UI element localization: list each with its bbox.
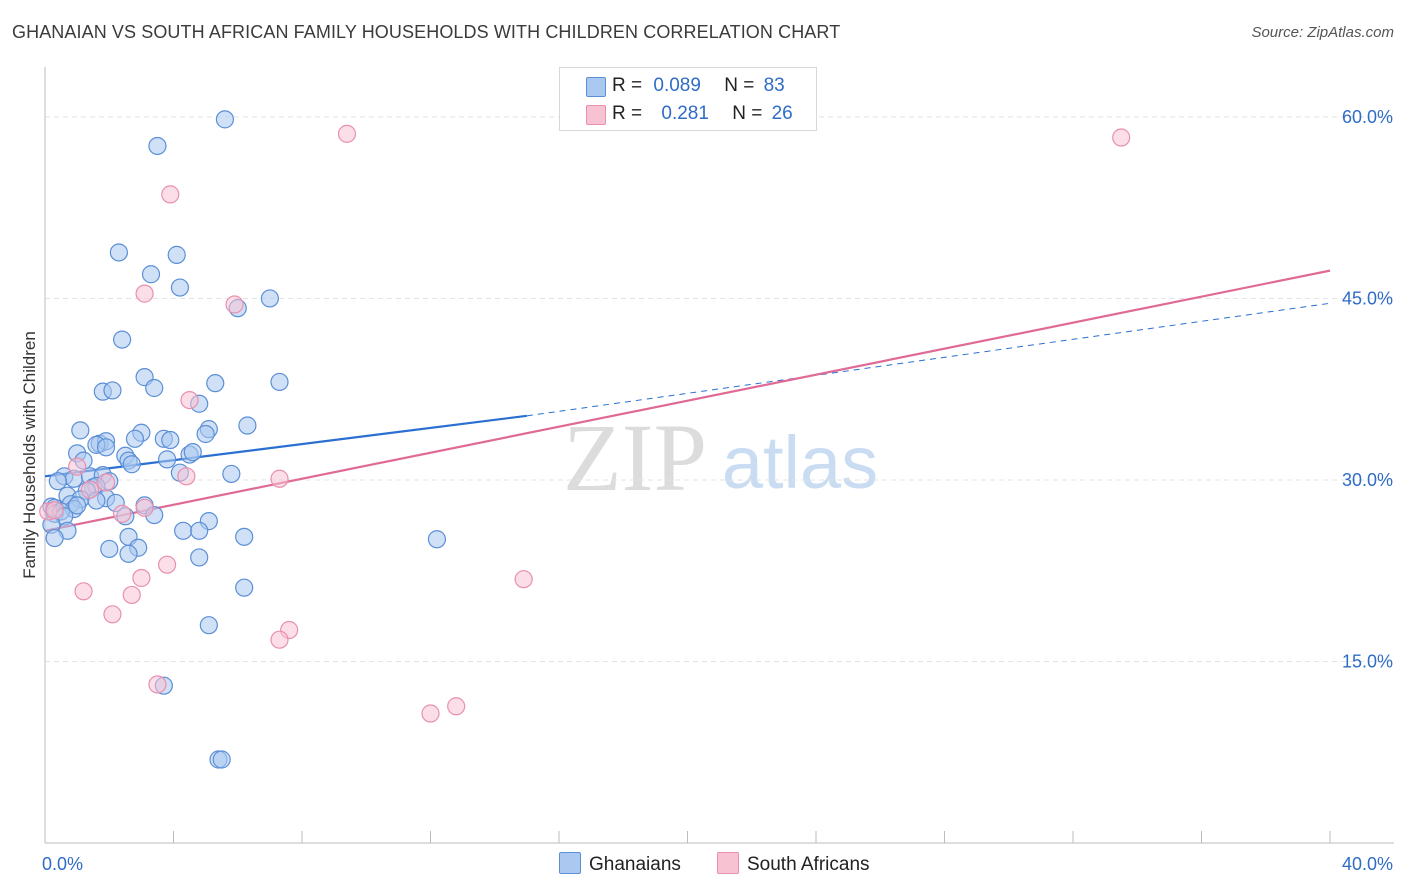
ghanaians-trend-extension [526,302,1331,417]
ghanaian-point [68,496,87,515]
south-african-point [270,630,289,649]
ghanaian-point [45,528,64,548]
ghanaian-point [222,464,241,484]
axes [44,67,1394,844]
ghanaian-point [170,278,190,297]
ghanaians-trend-line [44,414,528,478]
legend-label-ghanaians: Ghanaians [589,854,681,875]
legend-item-south-africans: South Africans [717,852,870,876]
watermark-atlas: atlas [722,421,878,504]
legend-n-value: 26 [771,103,793,124]
ghanaian-point [122,455,141,474]
x-tick-label: 40.0% [1342,854,1393,874]
y-tick-label: 15.0% [1342,651,1393,671]
ghanaian-point [48,472,67,491]
legend-n-label: N = [732,103,763,124]
south-african-point [122,585,141,605]
south-african-point [112,504,132,523]
south-african-point [1112,128,1131,147]
x-tick-labels: 0.0% 40.0% [42,854,1393,874]
south-african-point [103,605,122,624]
south-african-point [68,457,87,476]
y-tick-label: 60.0% [1342,107,1393,127]
correlation-legend: R = 0.089 N = 83 R = 0.281 N = 26 [559,67,817,131]
x-tick-label: 0.0% [42,854,83,874]
ghanaian-point [183,443,202,462]
ghanaian-point [238,416,257,435]
ghanaian-point [215,110,234,129]
legend-n-label: N = [724,75,755,96]
south-african-point [135,498,154,517]
ghanaian-point [109,243,128,262]
watermark: ZIP atlas [563,404,878,511]
ghanaian-point [270,372,289,392]
ghanaian-point [235,527,254,546]
ghanaian-point [174,521,193,540]
legend-r-label: R = [612,75,643,96]
ghanaian-point [96,438,116,457]
y-tick-label: 30.0% [1342,470,1393,490]
legend-item-ghanaians: Ghanaians [559,852,681,876]
legend-r-label: R = [612,103,643,124]
south-africans-trend-line [44,269,1331,532]
data-points [39,110,1131,769]
ghanaian-point [157,450,177,469]
legend-r-value: 0.089 [653,75,701,96]
ghanaian-point [145,378,164,398]
south-african-point [447,697,466,716]
south-african-point [132,568,151,588]
south-african-point [337,124,357,143]
south-african-point [148,675,167,694]
ghanaian-point [235,578,254,597]
chart-title: GHANAIAN VS SOUTH AFRICAN FAMILY HOUSEHO… [12,22,841,42]
south-african-point [177,467,196,486]
watermark-zip: ZIP [563,404,707,511]
south-african-point [225,295,244,314]
y-tick-labels: 15.0% 30.0% 45.0% 60.0% [1342,107,1393,672]
ghanaian-point [119,544,138,563]
ghanaian-point [161,430,180,450]
legend-n-value: 83 [763,75,785,96]
ghanaian-point [190,521,209,540]
ghanaian-point [148,136,167,156]
y-tick-label: 45.0% [1342,288,1393,308]
ghanaian-point [167,245,186,264]
legend-swatch-south-africans [717,852,739,874]
ghanaian-point [212,750,231,769]
south-african-point [161,185,180,204]
legend-swatch-ghanaians [586,77,606,97]
south-african-point [157,555,177,574]
legend-label-south-africans: South Africans [747,854,870,875]
south-african-point [514,570,533,589]
ghanaian-point [427,530,447,549]
ghanaian-point [141,265,161,284]
ghanaian-point [125,429,145,448]
south-african-point [80,480,100,499]
legend-swatch-ghanaians [559,852,581,874]
ghanaian-point [206,374,225,393]
ghanaian-point [199,616,218,635]
ghanaian-point [260,289,279,308]
legend-row-south-africans: R = 0.281 N = 26 [586,101,793,127]
south-african-point [74,582,93,601]
south-african-point [96,473,116,492]
south-african-point [421,704,440,723]
ghanaian-point [103,381,122,400]
legend-r-value: 0.281 [661,103,709,124]
ghanaian-point [196,424,215,444]
legend-swatch-south-africans [586,105,606,125]
south-african-point [180,390,199,410]
ghanaian-point [190,548,209,567]
ghanaian-point [112,330,132,349]
legend-row-ghanaians: R = 0.089 N = 83 [586,73,785,99]
south-african-point [135,284,154,303]
south-african-point [270,469,289,488]
ghanaian-point [100,539,119,559]
south-african-point [45,501,64,520]
ghanaian-point [71,421,90,440]
source-label: Source: ZipAtlas.com [1251,24,1394,41]
